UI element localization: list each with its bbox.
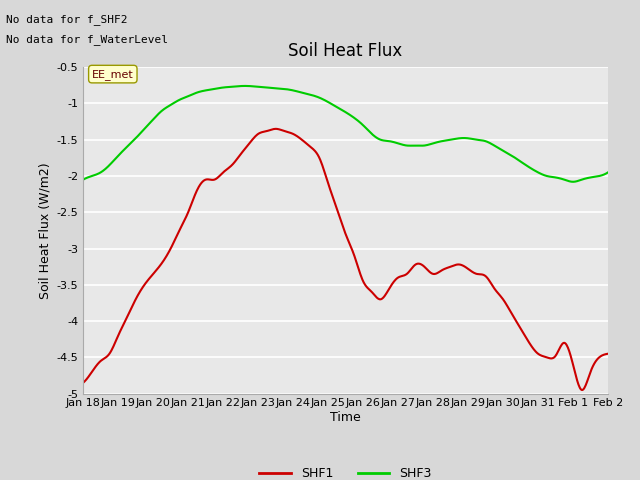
Title: Soil Heat Flux: Soil Heat Flux (289, 42, 403, 60)
Text: No data for f_SHF2: No data for f_SHF2 (6, 14, 128, 25)
Text: EE_met: EE_met (92, 69, 134, 80)
Legend: SHF1, SHF3: SHF1, SHF3 (255, 462, 436, 480)
X-axis label: Time: Time (330, 411, 361, 424)
Y-axis label: Soil Heat Flux (W/m2): Soil Heat Flux (W/m2) (38, 162, 51, 299)
Text: No data for f_WaterLevel: No data for f_WaterLevel (6, 34, 168, 45)
